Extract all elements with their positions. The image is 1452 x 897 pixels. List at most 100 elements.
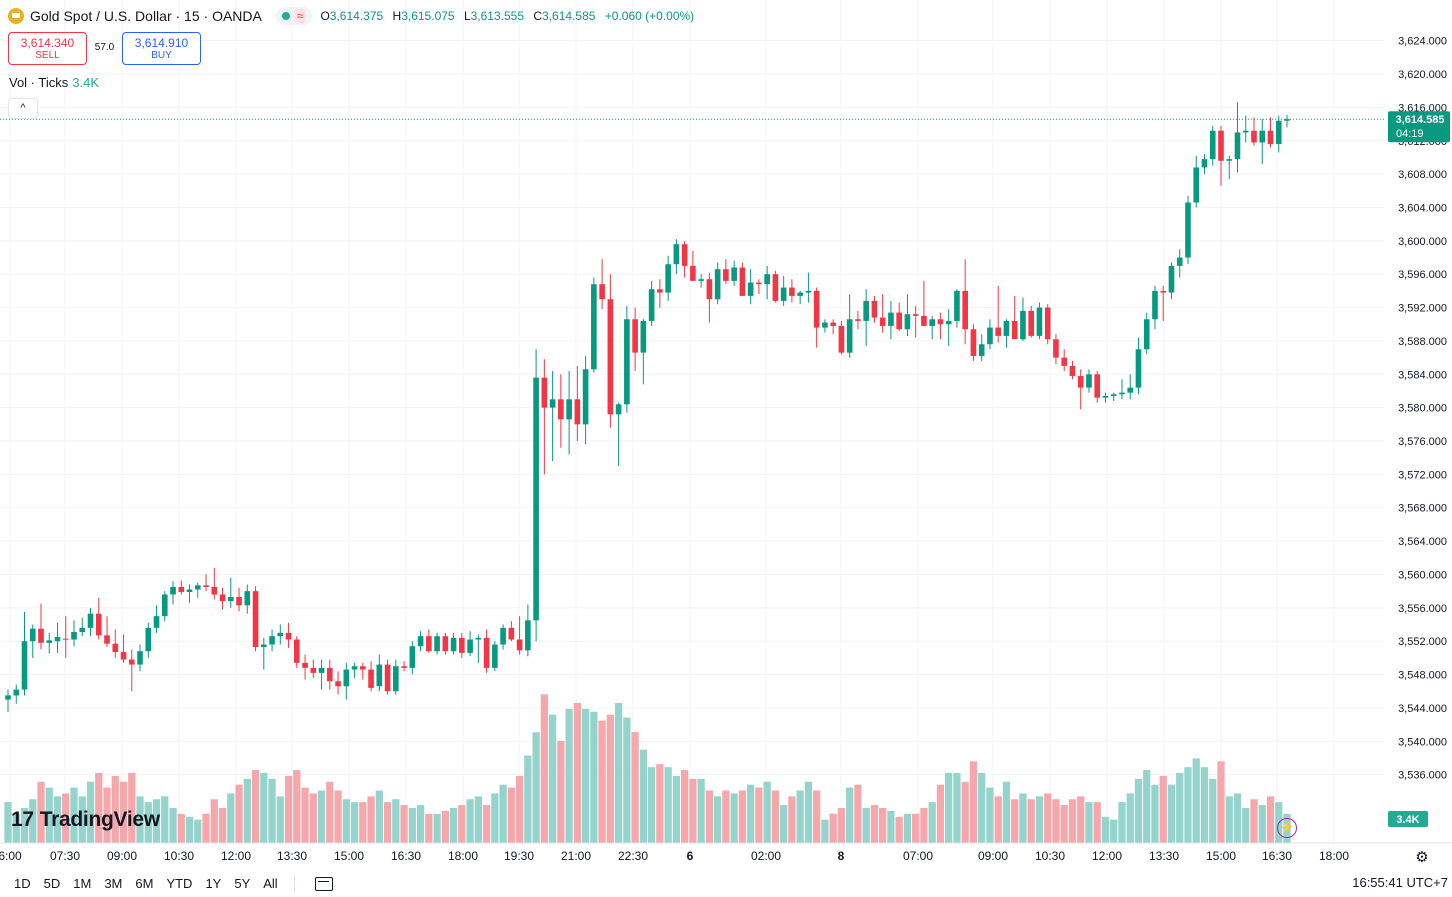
candle-body [476,638,482,640]
candle-body [500,628,506,645]
volume-bar [904,814,911,843]
candle-body [575,399,581,424]
buy-label: BUY [123,50,200,61]
timeframe-all[interactable]: All [263,876,277,891]
volume-bar [1250,799,1257,843]
candle-body [748,283,754,296]
volume-bar [351,802,358,843]
price-tick-label: 3,600.000 [1398,236,1447,248]
time-tick-label: 15:00 [334,849,364,863]
candle-body [311,668,317,673]
volume-bar [1168,785,1175,843]
volume-bar [962,782,969,843]
clock-timezone[interactable]: 16:55:41 UTC+7 [1352,875,1448,890]
candle-body [583,369,589,424]
volume-bar [590,712,597,843]
candle-body [38,629,44,643]
candle-body [781,288,787,301]
sell-button[interactable]: 3,614.340 SELL [8,32,87,65]
candle-body [773,274,779,301]
timeframe-ytd[interactable]: YTD [166,876,192,891]
volume-value: 3.4K [72,75,99,90]
price-tick-label: 3,572.000 [1398,469,1447,481]
volume-bar [1069,799,1076,843]
volume-bar [1127,793,1134,843]
volume-bar [194,820,201,843]
volume-bar [359,802,366,843]
symbol-title[interactable]: Gold Spot / U.S. Dollar · 15 · OANDA [30,8,262,24]
buy-button[interactable]: 3,614.910 BUY [122,32,201,65]
candle-body [236,597,242,605]
candle-body [1086,374,1092,387]
candle-body [888,313,894,326]
volume-bar [475,796,482,843]
timeframe-1y[interactable]: 1Y [205,876,221,891]
timeframe-5y[interactable]: 5Y [234,876,250,891]
candle-body [1119,393,1125,395]
candle-body [1053,339,1059,357]
time-axis[interactable]: 6:00 07:30 09:00 10:30 12:00 13:30 15:00 16:30 1… [0,843,1452,863]
candle-body [360,666,366,669]
candle-body [962,291,968,329]
volume-bar [986,788,993,843]
time-tick-label: 8 [838,849,845,863]
market-status[interactable]: ≈ [276,7,313,25]
timeframe-3m[interactable]: 3M [104,876,122,891]
candle-body [63,639,69,640]
volume-bar [1110,820,1117,843]
candle-body [847,319,853,352]
gear-icon[interactable]: ⚙ [1414,848,1430,864]
candle-body [344,670,350,687]
candle-body [806,291,812,293]
price-axis[interactable]: 3,536.000 3,540.000 3,544.000 3,548.000 3,55… [1384,0,1452,870]
lightning-icon[interactable]: ⚡ [1277,818,1297,838]
volume-bar [1061,805,1068,843]
volume-legend[interactable]: Vol · Ticks 3.4K [9,75,99,90]
timeframe-1m[interactable]: 1M [73,876,91,891]
candle-body [632,319,638,352]
time-tick-label: 09:00 [107,849,137,863]
calendar-icon[interactable] [315,877,333,891]
price-chart[interactable]: 3,536.000 3,540.000 3,544.000 3,548.000 3,55… [0,0,1452,870]
candle-body [195,585,201,589]
volume-bar [805,782,812,843]
candle-body [1276,121,1282,144]
volume-bar [863,808,870,843]
close-label: C [533,9,542,23]
candle-body [368,670,374,688]
candle-body [715,269,721,299]
price-tick-label: 3,560.000 [1398,569,1447,581]
candle-body [277,633,283,636]
candle-body [492,645,498,668]
volume-bar [1209,779,1216,843]
volume-bar [656,764,663,843]
buy-price: 3,614.910 [123,36,200,50]
volume-bar [433,814,440,843]
volume-bar [598,721,605,844]
timeframe-1d[interactable]: 1D [14,876,31,891]
candle-body [1020,311,1026,339]
candle-body [707,279,713,299]
candle-body [731,268,737,281]
candle-body [1103,396,1109,398]
volume-bar [1226,796,1233,843]
gold-coin-icon [8,8,24,24]
timeframe-5d[interactable]: 5D [44,876,61,891]
open-label: O [320,9,329,23]
collapse-legend-button[interactable]: ^ [8,98,38,119]
price-tick-label: 3,592.000 [1398,303,1447,315]
candle-body [1210,131,1216,159]
candle-body [756,283,762,285]
candle-body [30,629,36,642]
tradingview-logo[interactable]: 17 TradingView [11,808,160,832]
candle-body [509,628,515,640]
timeframe-6m[interactable]: 6M [135,876,153,891]
volume-bar [846,788,853,843]
volume-bar [896,817,903,843]
volume-bar [714,796,721,843]
time-tick-label: 13:30 [277,849,307,863]
logo-text: TradingView [40,808,160,832]
volume-bar [541,694,548,843]
candle-body [723,269,729,281]
candle-body [649,289,655,321]
